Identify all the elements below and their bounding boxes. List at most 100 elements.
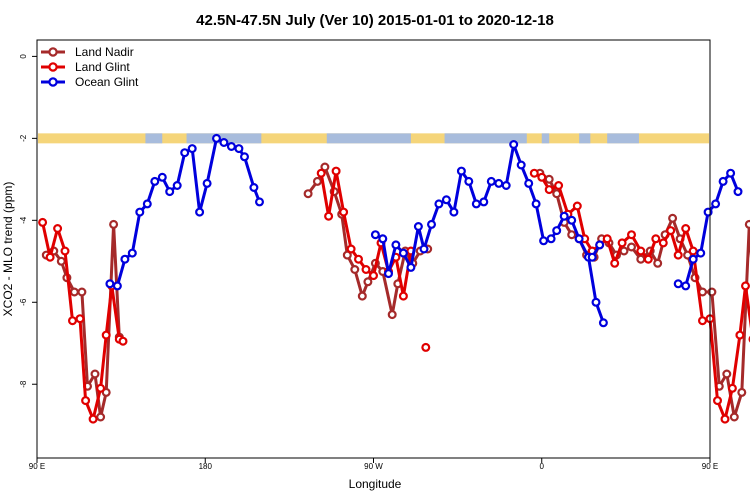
data-point bbox=[219, 138, 229, 148]
data-point bbox=[727, 383, 737, 393]
data-point bbox=[559, 211, 569, 221]
x-axis-label: Longitude bbox=[349, 477, 402, 491]
data-point bbox=[737, 387, 747, 397]
ocean-band bbox=[145, 133, 163, 144]
data-point bbox=[312, 176, 322, 186]
y-tick-label: -4 bbox=[19, 216, 28, 224]
data-point bbox=[529, 168, 539, 178]
data-point bbox=[643, 254, 653, 264]
data-point bbox=[316, 168, 326, 178]
ocean-band bbox=[444, 133, 527, 144]
data-point bbox=[673, 279, 683, 289]
data-point bbox=[567, 215, 577, 225]
data-point bbox=[673, 250, 683, 260]
data-point bbox=[202, 178, 212, 188]
data-point bbox=[135, 207, 145, 217]
data-point bbox=[69, 287, 79, 297]
legend-item-land-glint: Land Glint bbox=[41, 60, 130, 74]
data-point bbox=[249, 183, 259, 193]
data-point bbox=[419, 244, 429, 254]
x-axis: 90 E 180 90 W 0 90 E bbox=[29, 458, 718, 471]
data-point bbox=[357, 291, 367, 301]
legend-swatch-marker bbox=[48, 47, 58, 57]
data-point bbox=[516, 160, 526, 170]
data-point bbox=[441, 195, 451, 205]
data-point bbox=[342, 250, 352, 260]
series-layer bbox=[38, 133, 750, 424]
data-point bbox=[544, 174, 554, 184]
data-point bbox=[120, 254, 130, 264]
data-point bbox=[598, 318, 608, 328]
data-point bbox=[384, 269, 394, 279]
legend-swatch-marker bbox=[48, 77, 58, 87]
data-point bbox=[90, 369, 100, 379]
data-point bbox=[572, 201, 582, 211]
data-point bbox=[668, 213, 678, 223]
data-point bbox=[494, 178, 504, 188]
data-point bbox=[574, 234, 584, 244]
data-point bbox=[735, 330, 745, 340]
data-point bbox=[544, 185, 554, 195]
data-point bbox=[626, 230, 636, 240]
ocean-band bbox=[541, 133, 550, 144]
data-point bbox=[567, 230, 577, 240]
ocean-band bbox=[607, 133, 639, 144]
data-point bbox=[658, 238, 668, 248]
data-point bbox=[537, 172, 547, 182]
data-point bbox=[729, 412, 739, 422]
data-point bbox=[733, 187, 743, 197]
data-point bbox=[696, 248, 706, 258]
data-point bbox=[339, 207, 349, 217]
data-point bbox=[172, 181, 182, 191]
legend-label: Land Nadir bbox=[75, 45, 134, 59]
data-point bbox=[595, 240, 605, 250]
ocean-band bbox=[579, 133, 591, 144]
data-point bbox=[38, 217, 48, 227]
data-point bbox=[150, 176, 160, 186]
y-axis-label: XCO2 - MLO trend (ppm) bbox=[1, 182, 15, 317]
data-point bbox=[398, 291, 408, 301]
data-point bbox=[501, 181, 511, 191]
data-point bbox=[552, 226, 562, 236]
data-point bbox=[101, 387, 111, 397]
data-point bbox=[240, 152, 250, 162]
legend-swatch-marker bbox=[48, 62, 58, 72]
data-point bbox=[722, 369, 732, 379]
data-point bbox=[118, 336, 128, 346]
data-point bbox=[77, 287, 87, 297]
data-point bbox=[531, 199, 541, 209]
data-point bbox=[67, 316, 77, 326]
data-point bbox=[617, 238, 627, 248]
data-point bbox=[354, 254, 364, 264]
land-mask-band bbox=[38, 133, 709, 144]
data-point bbox=[109, 219, 119, 229]
data-point bbox=[413, 222, 423, 232]
data-point bbox=[464, 176, 474, 186]
data-point bbox=[234, 144, 244, 154]
data-point bbox=[81, 396, 91, 406]
data-point bbox=[651, 234, 661, 244]
data-point bbox=[587, 252, 597, 262]
data-point bbox=[636, 246, 646, 256]
data-point bbox=[370, 230, 380, 240]
data-point bbox=[554, 181, 564, 191]
data-point bbox=[56, 256, 66, 266]
data-point bbox=[666, 226, 676, 236]
data-point bbox=[486, 176, 496, 186]
data-point bbox=[105, 279, 115, 289]
legend-item-land-nadir: Land Nadir bbox=[41, 45, 134, 59]
data-point bbox=[434, 199, 444, 209]
data-point bbox=[740, 281, 750, 291]
data-point bbox=[610, 258, 620, 268]
x-tick-label: 90 W bbox=[364, 462, 383, 471]
data-point bbox=[346, 244, 356, 254]
y-tick-label: 0 bbox=[19, 54, 28, 59]
data-point bbox=[350, 265, 360, 275]
data-point bbox=[539, 236, 549, 246]
data-point bbox=[683, 250, 693, 260]
data-point bbox=[626, 242, 636, 252]
data-point bbox=[712, 396, 722, 406]
data-point bbox=[88, 414, 98, 424]
data-point bbox=[524, 178, 534, 188]
data-point bbox=[53, 224, 63, 234]
